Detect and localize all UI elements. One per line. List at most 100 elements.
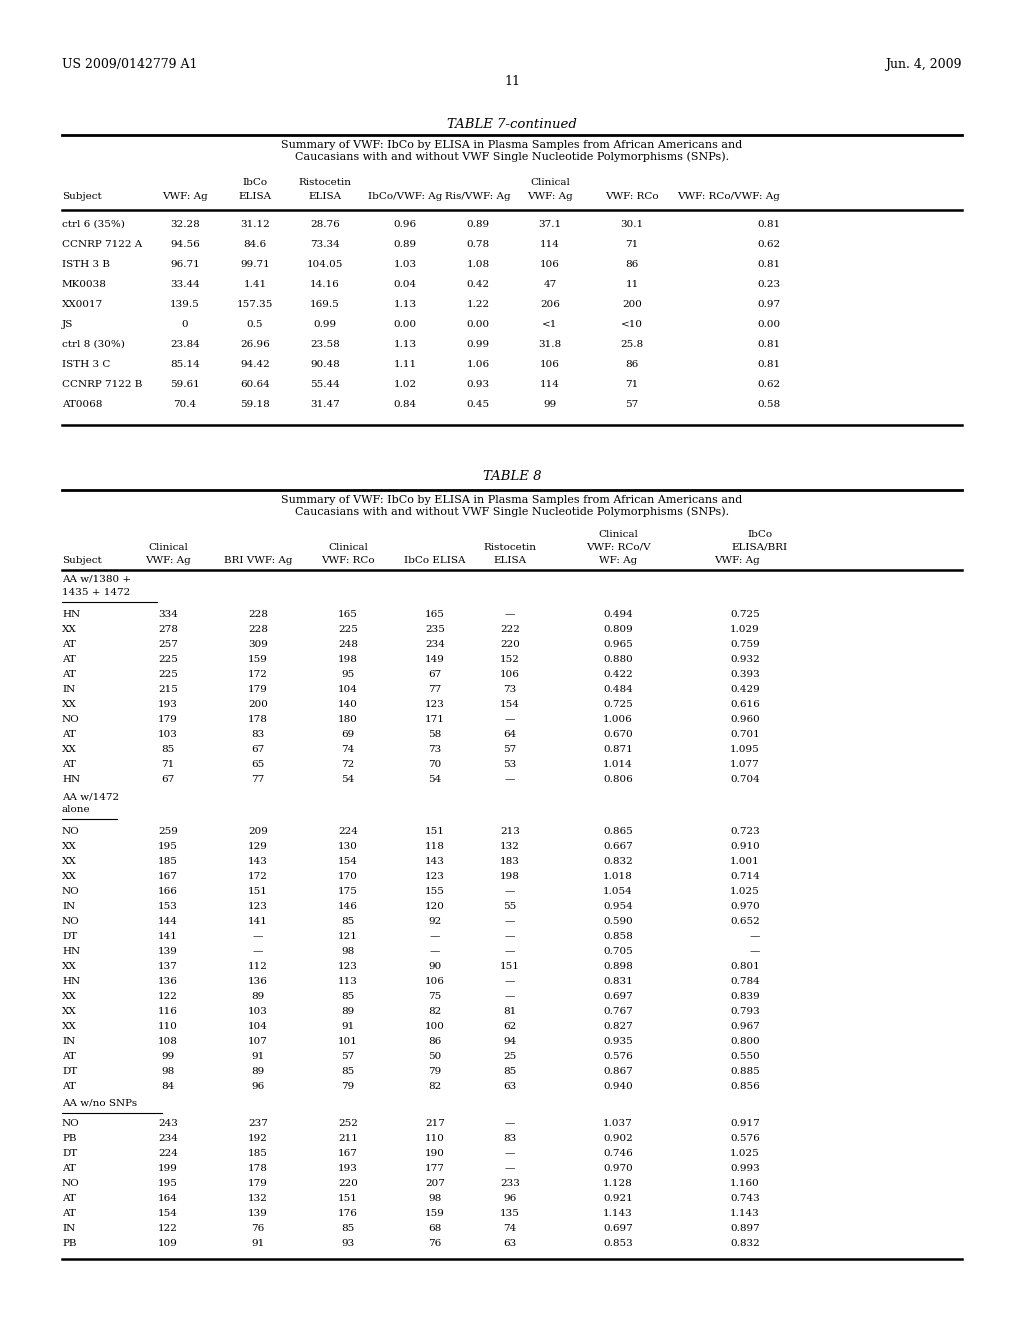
Text: 94.42: 94.42 bbox=[240, 360, 270, 370]
Text: 57: 57 bbox=[341, 1052, 354, 1061]
Text: 1.018: 1.018 bbox=[603, 873, 633, 880]
Text: 252: 252 bbox=[338, 1119, 358, 1129]
Text: AT: AT bbox=[62, 1164, 76, 1173]
Text: 195: 195 bbox=[158, 842, 178, 851]
Text: CCNRP 7122 A: CCNRP 7122 A bbox=[62, 240, 142, 249]
Text: 151: 151 bbox=[500, 962, 520, 972]
Text: VWF: Ag: VWF: Ag bbox=[162, 191, 208, 201]
Text: 67: 67 bbox=[251, 744, 264, 754]
Text: 0.701: 0.701 bbox=[730, 730, 760, 739]
Text: 30.1: 30.1 bbox=[621, 220, 643, 228]
Text: 0.04: 0.04 bbox=[393, 280, 417, 289]
Text: 0.494: 0.494 bbox=[603, 610, 633, 619]
Text: 139: 139 bbox=[248, 1209, 268, 1218]
Text: 0.880: 0.880 bbox=[603, 655, 633, 664]
Text: 110: 110 bbox=[425, 1134, 445, 1143]
Text: US 2009/0142779 A1: US 2009/0142779 A1 bbox=[62, 58, 198, 71]
Text: 248: 248 bbox=[338, 640, 358, 649]
Text: 193: 193 bbox=[158, 700, 178, 709]
Text: DT: DT bbox=[62, 1067, 77, 1076]
Text: 0.832: 0.832 bbox=[603, 857, 633, 866]
Text: 0.921: 0.921 bbox=[603, 1195, 633, 1203]
Text: —: — bbox=[505, 1164, 515, 1173]
Text: 192: 192 bbox=[248, 1134, 268, 1143]
Text: 121: 121 bbox=[338, 932, 358, 941]
Text: 0.759: 0.759 bbox=[730, 640, 760, 649]
Text: Subject: Subject bbox=[62, 556, 101, 565]
Text: 0.940: 0.940 bbox=[603, 1082, 633, 1092]
Text: 65: 65 bbox=[251, 760, 264, 770]
Text: 206: 206 bbox=[540, 300, 560, 309]
Text: 225: 225 bbox=[338, 624, 358, 634]
Text: —: — bbox=[430, 932, 440, 941]
Text: 140: 140 bbox=[338, 700, 358, 709]
Text: 130: 130 bbox=[338, 842, 358, 851]
Text: <1: <1 bbox=[543, 319, 558, 329]
Text: 86: 86 bbox=[626, 360, 639, 370]
Text: 0.99: 0.99 bbox=[313, 319, 337, 329]
Text: IN: IN bbox=[62, 685, 75, 694]
Text: 1.077: 1.077 bbox=[730, 760, 760, 770]
Text: ELISA: ELISA bbox=[308, 191, 342, 201]
Text: TABLE 8: TABLE 8 bbox=[482, 470, 542, 483]
Text: 1435 + 1472: 1435 + 1472 bbox=[62, 587, 130, 597]
Text: 123: 123 bbox=[248, 902, 268, 911]
Text: 176: 176 bbox=[338, 1209, 358, 1218]
Text: —: — bbox=[505, 917, 515, 927]
Text: AT0068: AT0068 bbox=[62, 400, 102, 409]
Text: 0.58: 0.58 bbox=[757, 400, 780, 409]
Text: 54: 54 bbox=[341, 775, 354, 784]
Text: ELISA/BRI: ELISA/BRI bbox=[732, 543, 788, 552]
Text: 228: 228 bbox=[248, 624, 268, 634]
Text: 0.784: 0.784 bbox=[730, 977, 760, 986]
Text: 151: 151 bbox=[248, 887, 268, 896]
Text: 0.550: 0.550 bbox=[730, 1052, 760, 1061]
Text: 0.62: 0.62 bbox=[757, 240, 780, 249]
Text: 0.723: 0.723 bbox=[730, 828, 760, 836]
Text: 73.34: 73.34 bbox=[310, 240, 340, 249]
Text: 122: 122 bbox=[158, 993, 178, 1001]
Text: 225: 225 bbox=[158, 655, 178, 664]
Text: 0.806: 0.806 bbox=[603, 775, 633, 784]
Text: 143: 143 bbox=[248, 857, 268, 866]
Text: 0.616: 0.616 bbox=[730, 700, 760, 709]
Text: 0: 0 bbox=[181, 319, 188, 329]
Text: 159: 159 bbox=[425, 1209, 445, 1218]
Text: 0.970: 0.970 bbox=[730, 902, 760, 911]
Text: 146: 146 bbox=[338, 902, 358, 911]
Text: Ristocetin: Ristocetin bbox=[299, 178, 351, 187]
Text: —: — bbox=[430, 946, 440, 956]
Text: 93: 93 bbox=[341, 1239, 354, 1247]
Text: 71: 71 bbox=[626, 240, 639, 249]
Text: 0.422: 0.422 bbox=[603, 671, 633, 678]
Text: XX0017: XX0017 bbox=[62, 300, 103, 309]
Text: 0.853: 0.853 bbox=[603, 1239, 633, 1247]
Text: 233: 233 bbox=[500, 1179, 520, 1188]
Text: 110: 110 bbox=[158, 1022, 178, 1031]
Text: 0.5: 0.5 bbox=[247, 319, 263, 329]
Text: 0.97: 0.97 bbox=[757, 300, 780, 309]
Text: IbCo ELISA: IbCo ELISA bbox=[404, 556, 466, 565]
Text: —: — bbox=[750, 946, 760, 956]
Text: AT: AT bbox=[62, 655, 76, 664]
Text: 177: 177 bbox=[425, 1164, 445, 1173]
Text: 31.8: 31.8 bbox=[539, 341, 561, 348]
Text: 75: 75 bbox=[428, 993, 441, 1001]
Text: 0.902: 0.902 bbox=[603, 1134, 633, 1143]
Text: 101: 101 bbox=[338, 1038, 358, 1045]
Text: 154: 154 bbox=[338, 857, 358, 866]
Text: XX: XX bbox=[62, 993, 77, 1001]
Text: 0.725: 0.725 bbox=[603, 700, 633, 709]
Text: 99: 99 bbox=[544, 400, 557, 409]
Text: 23.84: 23.84 bbox=[170, 341, 200, 348]
Text: 99: 99 bbox=[162, 1052, 175, 1061]
Text: 37.1: 37.1 bbox=[539, 220, 561, 228]
Text: 57: 57 bbox=[504, 744, 517, 754]
Text: 151: 151 bbox=[338, 1195, 358, 1203]
Text: Ris/VWF: Ag: Ris/VWF: Ag bbox=[445, 191, 511, 201]
Text: 92: 92 bbox=[428, 917, 441, 927]
Text: 0.898: 0.898 bbox=[603, 962, 633, 972]
Text: 165: 165 bbox=[338, 610, 358, 619]
Text: 67: 67 bbox=[162, 775, 175, 784]
Text: 135: 135 bbox=[500, 1209, 520, 1218]
